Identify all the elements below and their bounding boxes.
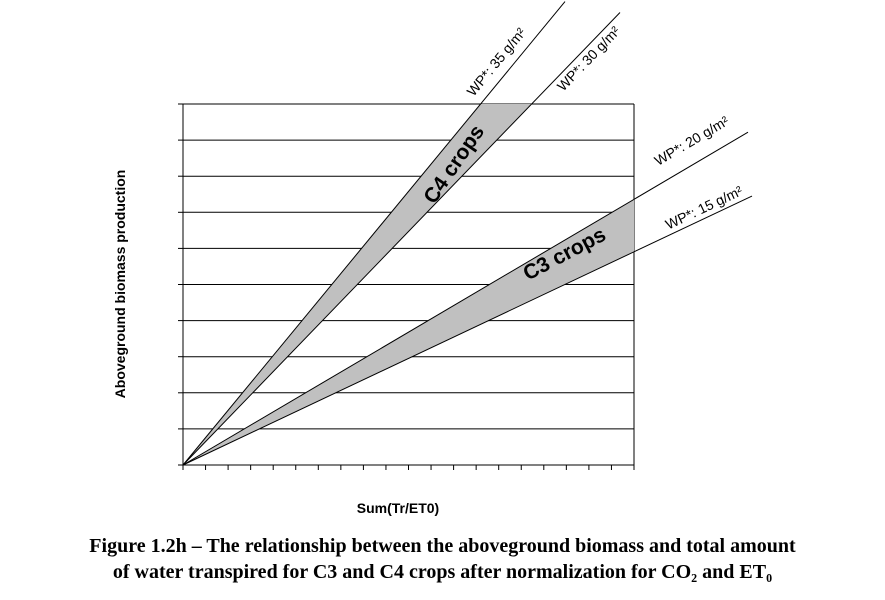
gridlines [183,103,634,430]
series-line [182,131,749,466]
caption-line-1: Figure 1.2h – The relationship between t… [89,535,796,557]
caption-line-2: of water transpired for C3 and C4 crops … [112,561,773,583]
series-label: WP*: 35 g/m² [463,24,529,99]
x-axis-label: Sum(Tr/ET0) [357,500,439,516]
series-line [182,195,753,466]
series-label: WP*: 15 g/m² [663,182,745,232]
y-axis-label: Aboveground biomass production [112,170,128,399]
figure-caption: Figure 1.2h – The relationship between t… [0,533,885,585]
series-line [182,12,621,466]
series-label: WP*: 20 g/m² [652,113,732,169]
wp-lines [182,1,753,466]
axes [178,103,635,470]
band-label: C4 crops [419,121,489,208]
series-line [182,1,566,466]
series-label: WP*: 30 g/m² [554,23,624,94]
